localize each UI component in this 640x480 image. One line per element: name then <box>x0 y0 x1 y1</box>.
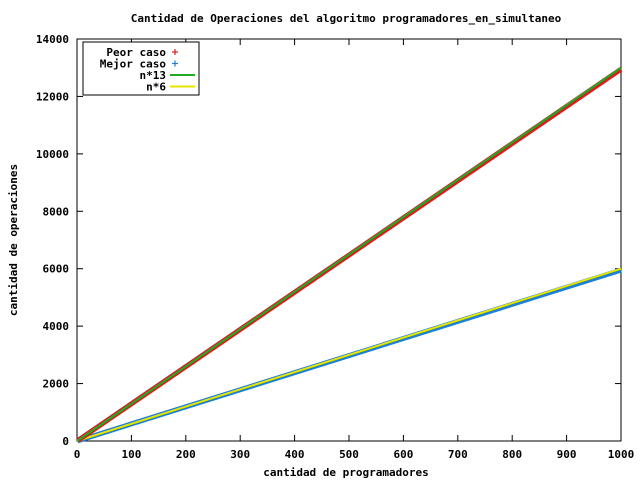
y-tick-label: 2000 <box>43 378 70 391</box>
y-tick-label: 8000 <box>43 205 70 218</box>
x-tick-label: 900 <box>557 448 577 461</box>
series-n-13-line <box>76 66 622 442</box>
x-tick-label: 500 <box>339 448 359 461</box>
x-tick-label: 300 <box>230 448 250 461</box>
x-axis-label: cantidad de programadores <box>263 466 429 479</box>
plot-area: 0 2000 4000 6000 8000 10000 12000 14000 0 100 200 3… <box>36 33 634 461</box>
chart-title: Cantidad de Operaciones del algoritmo pr… <box>131 12 562 25</box>
x-tick-label: 700 <box>448 448 468 461</box>
x-tick-label: 1000 <box>608 448 635 461</box>
plot-border <box>76 38 622 442</box>
x-tick-label: 800 <box>502 448 522 461</box>
y-tick-label: 4000 <box>43 320 70 333</box>
x-tick-label: 600 <box>393 448 413 461</box>
legend-label: n*6 <box>146 81 166 94</box>
y-tick-label: 10000 <box>36 148 69 161</box>
x-tick-label: 0 <box>74 448 81 461</box>
legend-label: n*13 <box>140 69 167 82</box>
legend-label: Mejor caso <box>100 58 167 71</box>
x-tick-label: 400 <box>285 448 305 461</box>
y-tick-label: 12000 <box>36 90 69 103</box>
y-tick-label: 14000 <box>36 33 69 46</box>
x-tick-label: 100 <box>121 448 141 461</box>
series-n-6-line <box>76 267 622 442</box>
y-tick-label: 0 <box>62 435 69 448</box>
legend-label: Peor caso <box>106 46 166 59</box>
x-tick-label: 200 <box>176 448 196 461</box>
y-axis-label: cantidad de operaciones <box>7 164 20 316</box>
y-tick-label: 6000 <box>43 263 70 276</box>
